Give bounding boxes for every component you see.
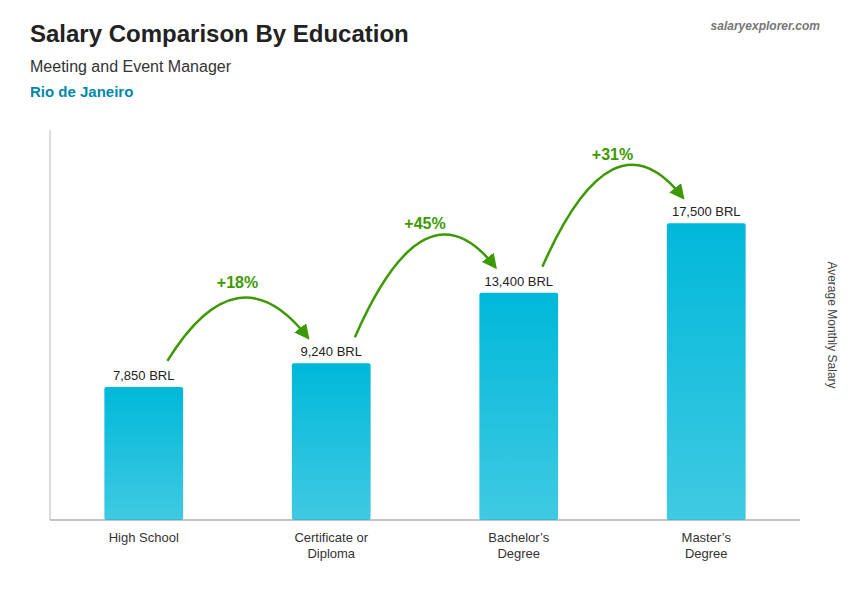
x-tick-label: High School [109, 530, 179, 545]
source: salaryexplorer.com [711, 19, 821, 33]
y-axis-label: Average Monthly Salary [825, 261, 839, 388]
growth-label: +45% [404, 215, 445, 232]
x-tick-label-line: Master’s [682, 530, 732, 545]
growth-arrow [355, 234, 495, 337]
x-tick-label: Bachelor’sDegree [488, 530, 549, 561]
x-tick-label-line: High School [109, 530, 179, 545]
x-tick-label-line: Diploma [307, 546, 355, 561]
data-label: 13,400 BRL [484, 274, 553, 289]
growth-arrow [542, 165, 682, 267]
data-label: 9,240 BRL [301, 344, 362, 359]
title: Salary Comparison By Education [30, 20, 409, 47]
growth-label: +18% [217, 274, 258, 291]
data-label: 17,500 BRL [672, 204, 741, 219]
bar [104, 387, 183, 520]
x-tick-label: Certificate orDiploma [294, 530, 368, 561]
bar [479, 293, 558, 520]
growth-label: +31% [592, 146, 633, 163]
chart-container: Salary Comparison By Education Meeting an… [0, 0, 850, 606]
bar [292, 363, 371, 520]
y-axis-line [50, 130, 51, 520]
subtitle: Meeting and Event Manager [30, 58, 232, 75]
x-tick-label-line: Degree [497, 546, 540, 561]
x-tick-label-line: Bachelor’s [488, 530, 549, 545]
data-label: 7,850 BRL [113, 368, 174, 383]
x-tick-label: Master’sDegree [682, 530, 732, 561]
chart-svg: Salary Comparison By Education Meeting an… [0, 0, 850, 606]
growth-arrow [167, 298, 307, 361]
location: Rio de Janeiro [30, 83, 133, 100]
x-tick-label-line: Degree [685, 546, 728, 561]
x-tick-label-line: Certificate or [294, 530, 368, 545]
bars [104, 223, 745, 520]
bar [667, 223, 746, 520]
